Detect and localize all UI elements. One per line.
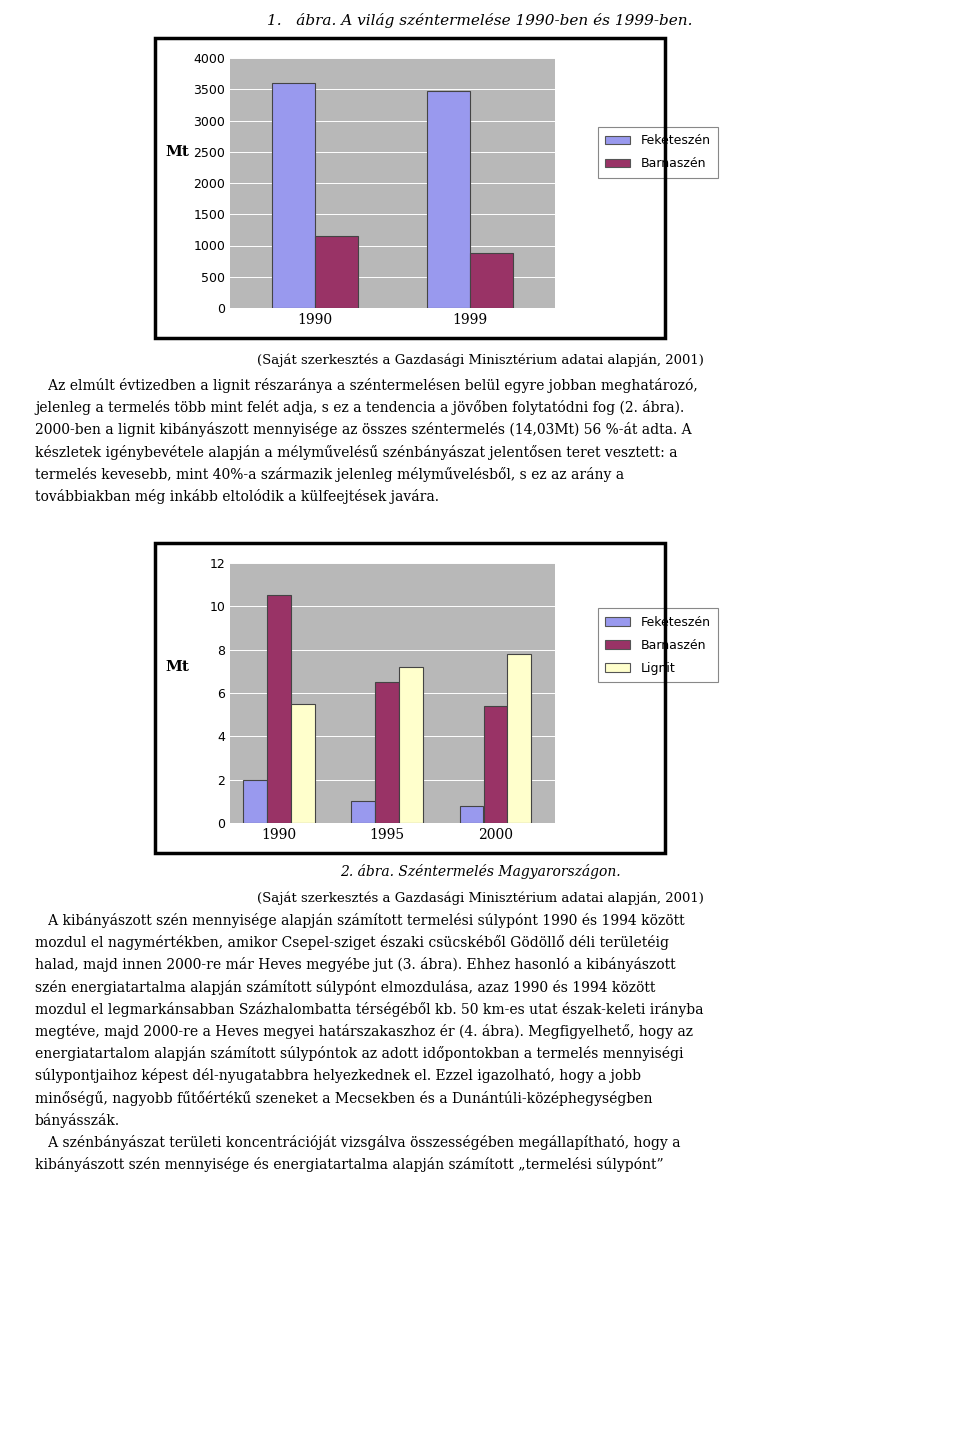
Bar — [315, 236, 358, 308]
Text: 2. ábra. Széntermelés Magyarországon.: 2. ábra. Széntermelés Magyarországon. — [340, 864, 620, 878]
Bar — [484, 706, 507, 824]
Bar — [507, 654, 531, 824]
Bar — [469, 253, 514, 308]
Bar — [267, 596, 291, 824]
Bar — [291, 704, 315, 824]
Text: Mt: Mt — [165, 145, 189, 158]
Bar — [375, 683, 399, 824]
Bar — [426, 91, 469, 308]
Text: 1.   ábra. A világ széntermelése 1990-ben és 1999-ben.: 1. ábra. A világ széntermelése 1990-ben … — [267, 13, 693, 27]
Text: A kibányászott szén mennyisége alapján számított termelési súlypónt 1990 és 1994: A kibányászott szén mennyisége alapján s… — [35, 913, 704, 1172]
Text: (Saját szerkesztés a Gazdasági Minisztérium adatai alapján, 2001): (Saját szerkesztés a Gazdasági Minisztér… — [256, 353, 704, 367]
Bar — [272, 84, 315, 308]
Bar — [460, 805, 484, 824]
Legend: Feketeszén, Barnaszén: Feketeszén, Barnaszén — [598, 127, 718, 177]
Bar — [399, 667, 422, 824]
Text: Az elmúlt évtizedben a lignit részaránya a széntermelésen belül egyre jobban meg: Az elmúlt évtizedben a lignit részaránya… — [35, 377, 698, 504]
Legend: Feketeszén, Barnaszén, Lignit: Feketeszén, Barnaszén, Lignit — [598, 608, 718, 683]
Bar — [351, 801, 375, 824]
Bar — [243, 779, 267, 824]
Text: (Saját szerkesztés a Gazdasági Minisztérium adatai alapján, 2001): (Saját szerkesztés a Gazdasági Minisztér… — [256, 891, 704, 906]
Text: Mt: Mt — [165, 660, 189, 674]
